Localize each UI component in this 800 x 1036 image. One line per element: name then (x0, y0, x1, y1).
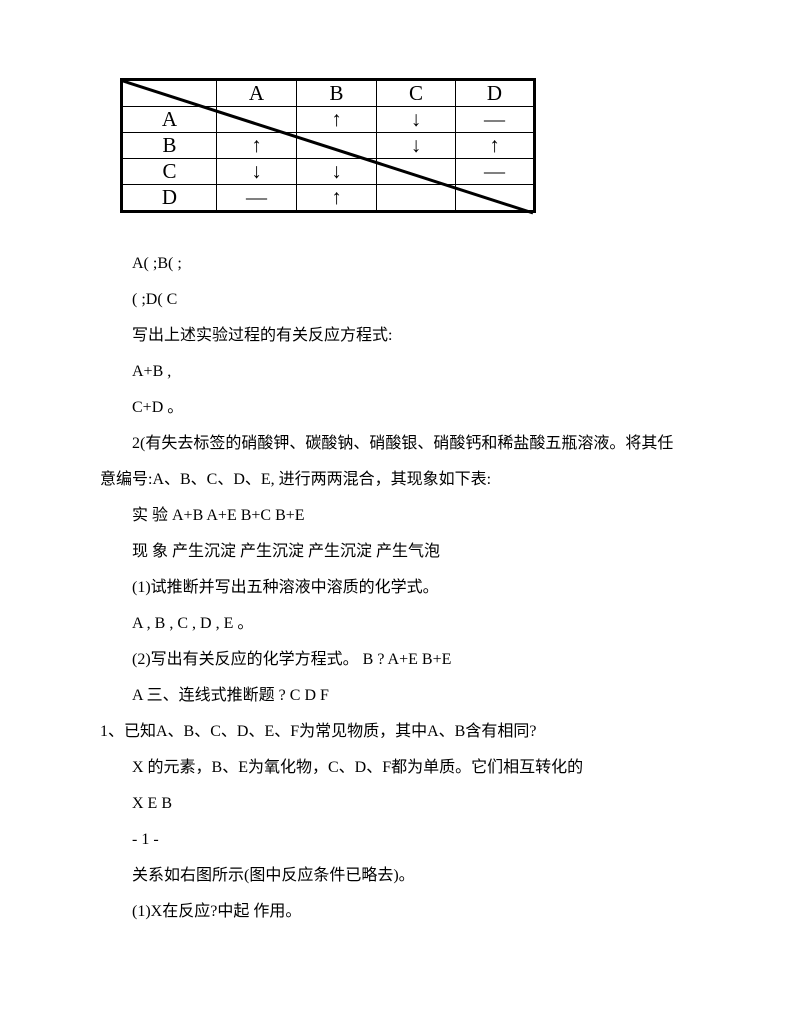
text-line: C+D 。 (100, 390, 700, 426)
cell (217, 107, 297, 133)
table-row: A ↑ ↓ — (122, 107, 535, 133)
text-line: A , B , C , D , E 。 (100, 606, 700, 642)
text-line: ( ;D( C (100, 282, 700, 318)
text-line: (1)X在反应?中起 作用。 (100, 894, 700, 930)
col-header: C (377, 80, 456, 107)
text-line: A( ;B( ; (100, 246, 700, 282)
row-header: B (122, 133, 217, 159)
text-line: 1、已知A、B、C、D、E、F为常见物质，其中A、B含有相同? (100, 714, 700, 750)
cell: ↑ (297, 185, 377, 212)
text-line: 实 验 A+B A+E B+C B+E (100, 498, 700, 534)
cell: ↓ (297, 159, 377, 185)
cell (297, 133, 377, 159)
cell (456, 185, 535, 212)
matrix-table-wrap: A B C D A ↑ ↓ — B ↑ ↓ ↑ C ↓ ↓ — D — (120, 78, 536, 213)
text-line: A 三、连线式推断题 ? C D F (100, 678, 700, 714)
matrix-table: A B C D A ↑ ↓ — B ↑ ↓ ↑ C ↓ ↓ — D — (120, 78, 536, 213)
table-row: C ↓ ↓ — (122, 159, 535, 185)
cell: ↑ (456, 133, 535, 159)
row-header: D (122, 185, 217, 212)
text-line: 2(有失去标签的硝酸钾、碳酸钠、硝酸银、硝酸钙和稀盐酸五瓶溶液。将其任 (100, 426, 700, 462)
cell: ↓ (217, 159, 297, 185)
text-line: A+B , (100, 354, 700, 390)
col-header: A (217, 80, 297, 107)
row-header: C (122, 159, 217, 185)
cell (377, 185, 456, 212)
cell: ↓ (377, 107, 456, 133)
cell (377, 159, 456, 185)
col-header: B (297, 80, 377, 107)
cell: — (456, 107, 535, 133)
table-header-row: A B C D (122, 80, 535, 107)
cell: ↓ (377, 133, 456, 159)
corner-cell (122, 80, 217, 107)
text-line: 意编号:A、B、C、D、E, 进行两两混合，其现象如下表: (100, 462, 700, 498)
text-line: X E B (100, 786, 700, 822)
text-line: X 的元素，B、E为氧化物，C、D、F都为单质。它们相互转化的 (100, 750, 700, 786)
table-row: B ↑ ↓ ↑ (122, 133, 535, 159)
text-line: 关系如右图所示(图中反应条件已略去)。 (100, 858, 700, 894)
cell: — (217, 185, 297, 212)
col-header: D (456, 80, 535, 107)
document-body: A( ;B( ; ( ;D( C 写出上述实验过程的有关反应方程式: A+B ,… (100, 246, 700, 930)
text-line: 现 象 产生沉淀 产生沉淀 产生沉淀 产生气泡 (100, 534, 700, 570)
text-line: 写出上述实验过程的有关反应方程式: (100, 318, 700, 354)
text-line: - 1 - (100, 822, 700, 858)
cell: — (456, 159, 535, 185)
row-header: A (122, 107, 217, 133)
text-line: (1)试推断并写出五种溶液中溶质的化学式。 (100, 570, 700, 606)
cell: ↑ (217, 133, 297, 159)
table-row: D — ↑ (122, 185, 535, 212)
cell: ↑ (297, 107, 377, 133)
text-line: (2)写出有关反应的化学方程式。 B ? A+E B+E (100, 642, 700, 678)
